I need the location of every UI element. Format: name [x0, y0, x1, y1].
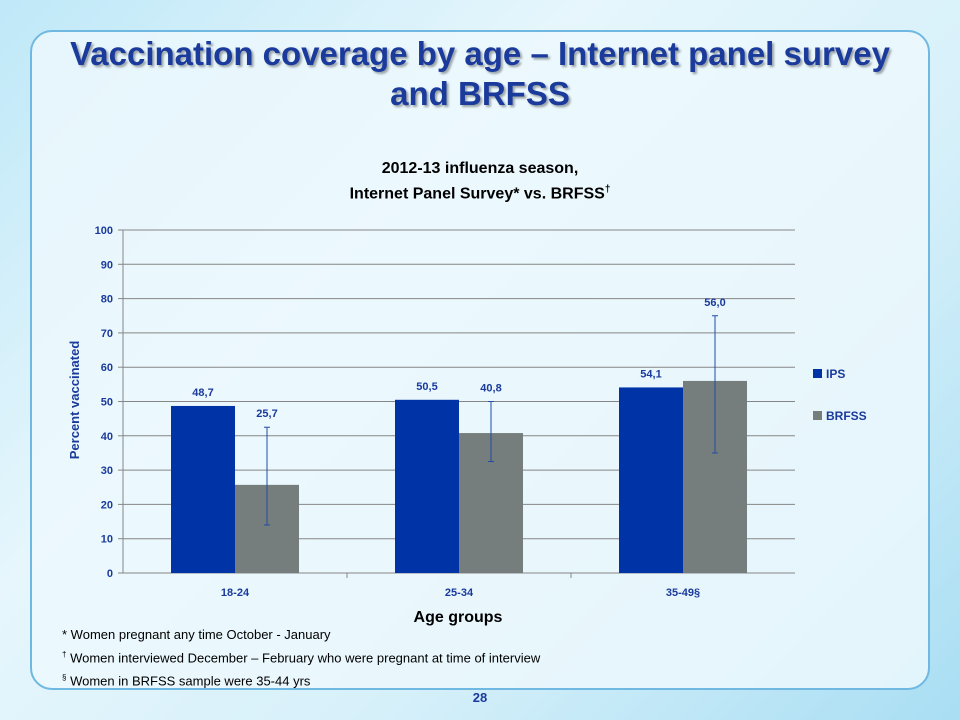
footnote-1-text: Women pregnant any time October - Januar… [67, 627, 331, 642]
data-label: 50,5 [416, 381, 437, 393]
page-number: 28 [472, 690, 488, 705]
bar-ips [395, 399, 459, 573]
data-label: 40,8 [480, 383, 501, 395]
legend-swatch-ips [813, 369, 822, 378]
y-tick-label: 50 [101, 397, 113, 409]
bar-ips [171, 405, 235, 573]
chart-title-line-2-text: Internet Panel Survey* vs. BRFSS [349, 185, 605, 203]
y-tick-label: 60 [101, 362, 113, 374]
footnote-3-text: Women in BRFSS sample were 35-44 yrs [66, 673, 311, 689]
y-tick-label: 40 [101, 431, 113, 443]
footnote-3: § Women in BRFSS sample were 35-44 yrs [62, 668, 540, 691]
chart-title: 2012-13 influenza season, Internet Panel… [180, 158, 780, 204]
legend-label-brfss: BRFSS [826, 409, 867, 423]
y-tick-label: 10 [101, 534, 113, 546]
y-tick-label: 100 [95, 225, 113, 237]
chart-title-mark: † [604, 184, 611, 195]
data-label: 48,7 [192, 387, 213, 399]
footnote-2-mark: † [62, 650, 67, 659]
y-tick-label: 90 [101, 259, 113, 271]
bar-ips [619, 387, 683, 573]
x-tick-label: 18-24 [221, 587, 250, 599]
footnote-3-mark: § [62, 673, 67, 683]
x-tick-label: 25-34 [445, 587, 474, 599]
footnote-1: * Women pregnant any time October - Janu… [62, 625, 540, 645]
chart-title-line-1: 2012-13 influenza season, [381, 160, 579, 177]
footnote-2: † Women interviewed December – February … [62, 645, 540, 668]
slide-panel [30, 30, 930, 690]
y-tick-label: 20 [101, 499, 113, 511]
footnote-1-mark: * [62, 627, 68, 642]
x-tick-label: 35-49§ [666, 587, 700, 599]
footnotes: * Women pregnant any time October - Janu… [62, 625, 540, 692]
data-label: 56,0 [704, 297, 725, 309]
legend-swatch-brfss [813, 411, 822, 420]
data-label: 25,7 [256, 408, 277, 420]
value-labels: 48,7 25,7 50,5 40,8 54,1 56,0 [192, 297, 725, 420]
y-tick-label: 0 [107, 568, 113, 580]
x-tick-labels: 18-24 25-34 35-49§ [221, 587, 700, 599]
chart-title-line-2: Internet Panel Survey* vs. BRFSS† [180, 179, 780, 204]
error-bars [264, 315, 718, 526]
y-tick-label: 80 [101, 294, 113, 306]
slide-title: Vaccination coverage by age – Internet p… [70, 35, 890, 112]
data-label: 54,1 [640, 368, 661, 380]
x-axis-label: Age groups [414, 609, 503, 626]
y-tick-label: 70 [101, 328, 113, 340]
y-axis-label: Percent vaccinated [67, 341, 82, 460]
footnote-2-text: Women interviewed December – February wh… [66, 650, 541, 666]
y-tick-label: 30 [101, 465, 113, 477]
legend: IPS BRFSS [813, 367, 867, 423]
y-tick-labels: 0 10 20 30 40 50 60 70 80 90 100 [95, 225, 113, 580]
legend-label-ips: IPS [826, 367, 845, 381]
